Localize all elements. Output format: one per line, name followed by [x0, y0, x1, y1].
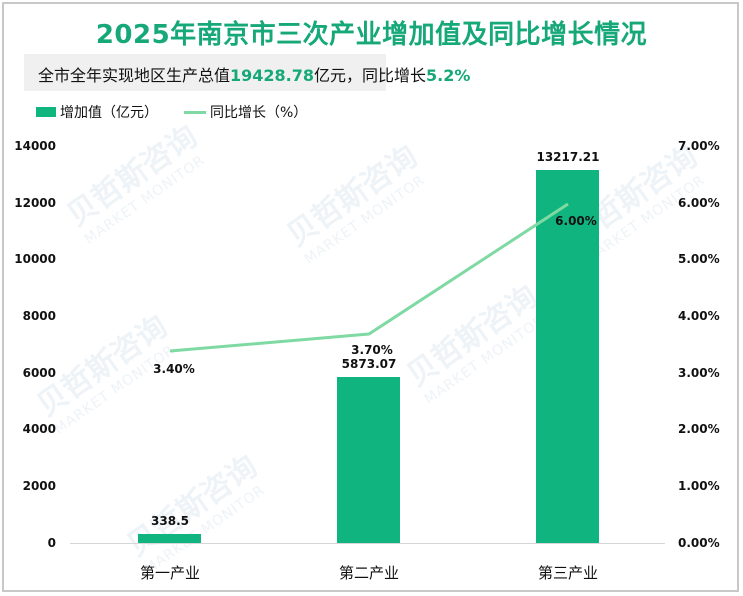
y-left-tick: 2000	[22, 479, 56, 493]
y-left-tick: 8000	[22, 309, 56, 323]
legend-bar-label: 增加值（亿元）	[60, 105, 158, 121]
y-left-tick: 10000	[14, 252, 56, 266]
y-right-tick: 2.00%	[678, 422, 720, 436]
chart-title: 2025年南京市三次产业增加值及同比增长情况	[95, 20, 648, 50]
y-right-tick: 0.00%	[678, 536, 720, 550]
y-right-tick: 5.00%	[678, 252, 720, 266]
y-left-tick: 12000	[14, 196, 56, 210]
line-value-label: 3.40%	[153, 362, 195, 376]
bar-tertiary-industry	[536, 170, 599, 543]
category-label: 第三产业	[537, 564, 598, 582]
y-left-tick: 6000	[22, 366, 56, 380]
legend: 增加值（亿元） 同比增长（%）	[36, 102, 307, 122]
category-label: 第一产业	[139, 564, 200, 582]
bar-value-label: 5873.07	[341, 357, 397, 371]
bar-value-label: 13217.21	[536, 150, 600, 164]
y-left-tick: 14000	[14, 139, 56, 153]
line-value-label: 6.00%	[555, 214, 597, 228]
legend-line-swatch	[184, 110, 206, 114]
y-right-tick: 6.00%	[678, 196, 720, 210]
subtitle-box	[24, 54, 386, 91]
y-left-tick: 0	[47, 536, 56, 550]
bar-primary-industry	[138, 534, 201, 543]
line-value-label: 3.70%	[351, 343, 393, 357]
bar-secondary-industry	[337, 377, 400, 543]
category-label: 第二产业	[338, 564, 399, 582]
y-right-tick: 7.00%	[678, 139, 720, 153]
bar-value-label: 338.5	[151, 514, 189, 528]
legend-line-label: 同比增长（%）	[210, 105, 308, 121]
x-axis-line	[70, 543, 665, 544]
chart-subtitle: 全市全年实现地区生产总值19428.78亿元，同比增长5.2%	[38, 66, 471, 85]
legend-bar-swatch	[36, 107, 56, 117]
y-right-tick: 3.00%	[678, 366, 720, 380]
y-right-tick: 1.00%	[678, 479, 720, 493]
y-right-tick: 4.00%	[678, 309, 720, 323]
y-left-tick: 4000	[22, 422, 56, 436]
